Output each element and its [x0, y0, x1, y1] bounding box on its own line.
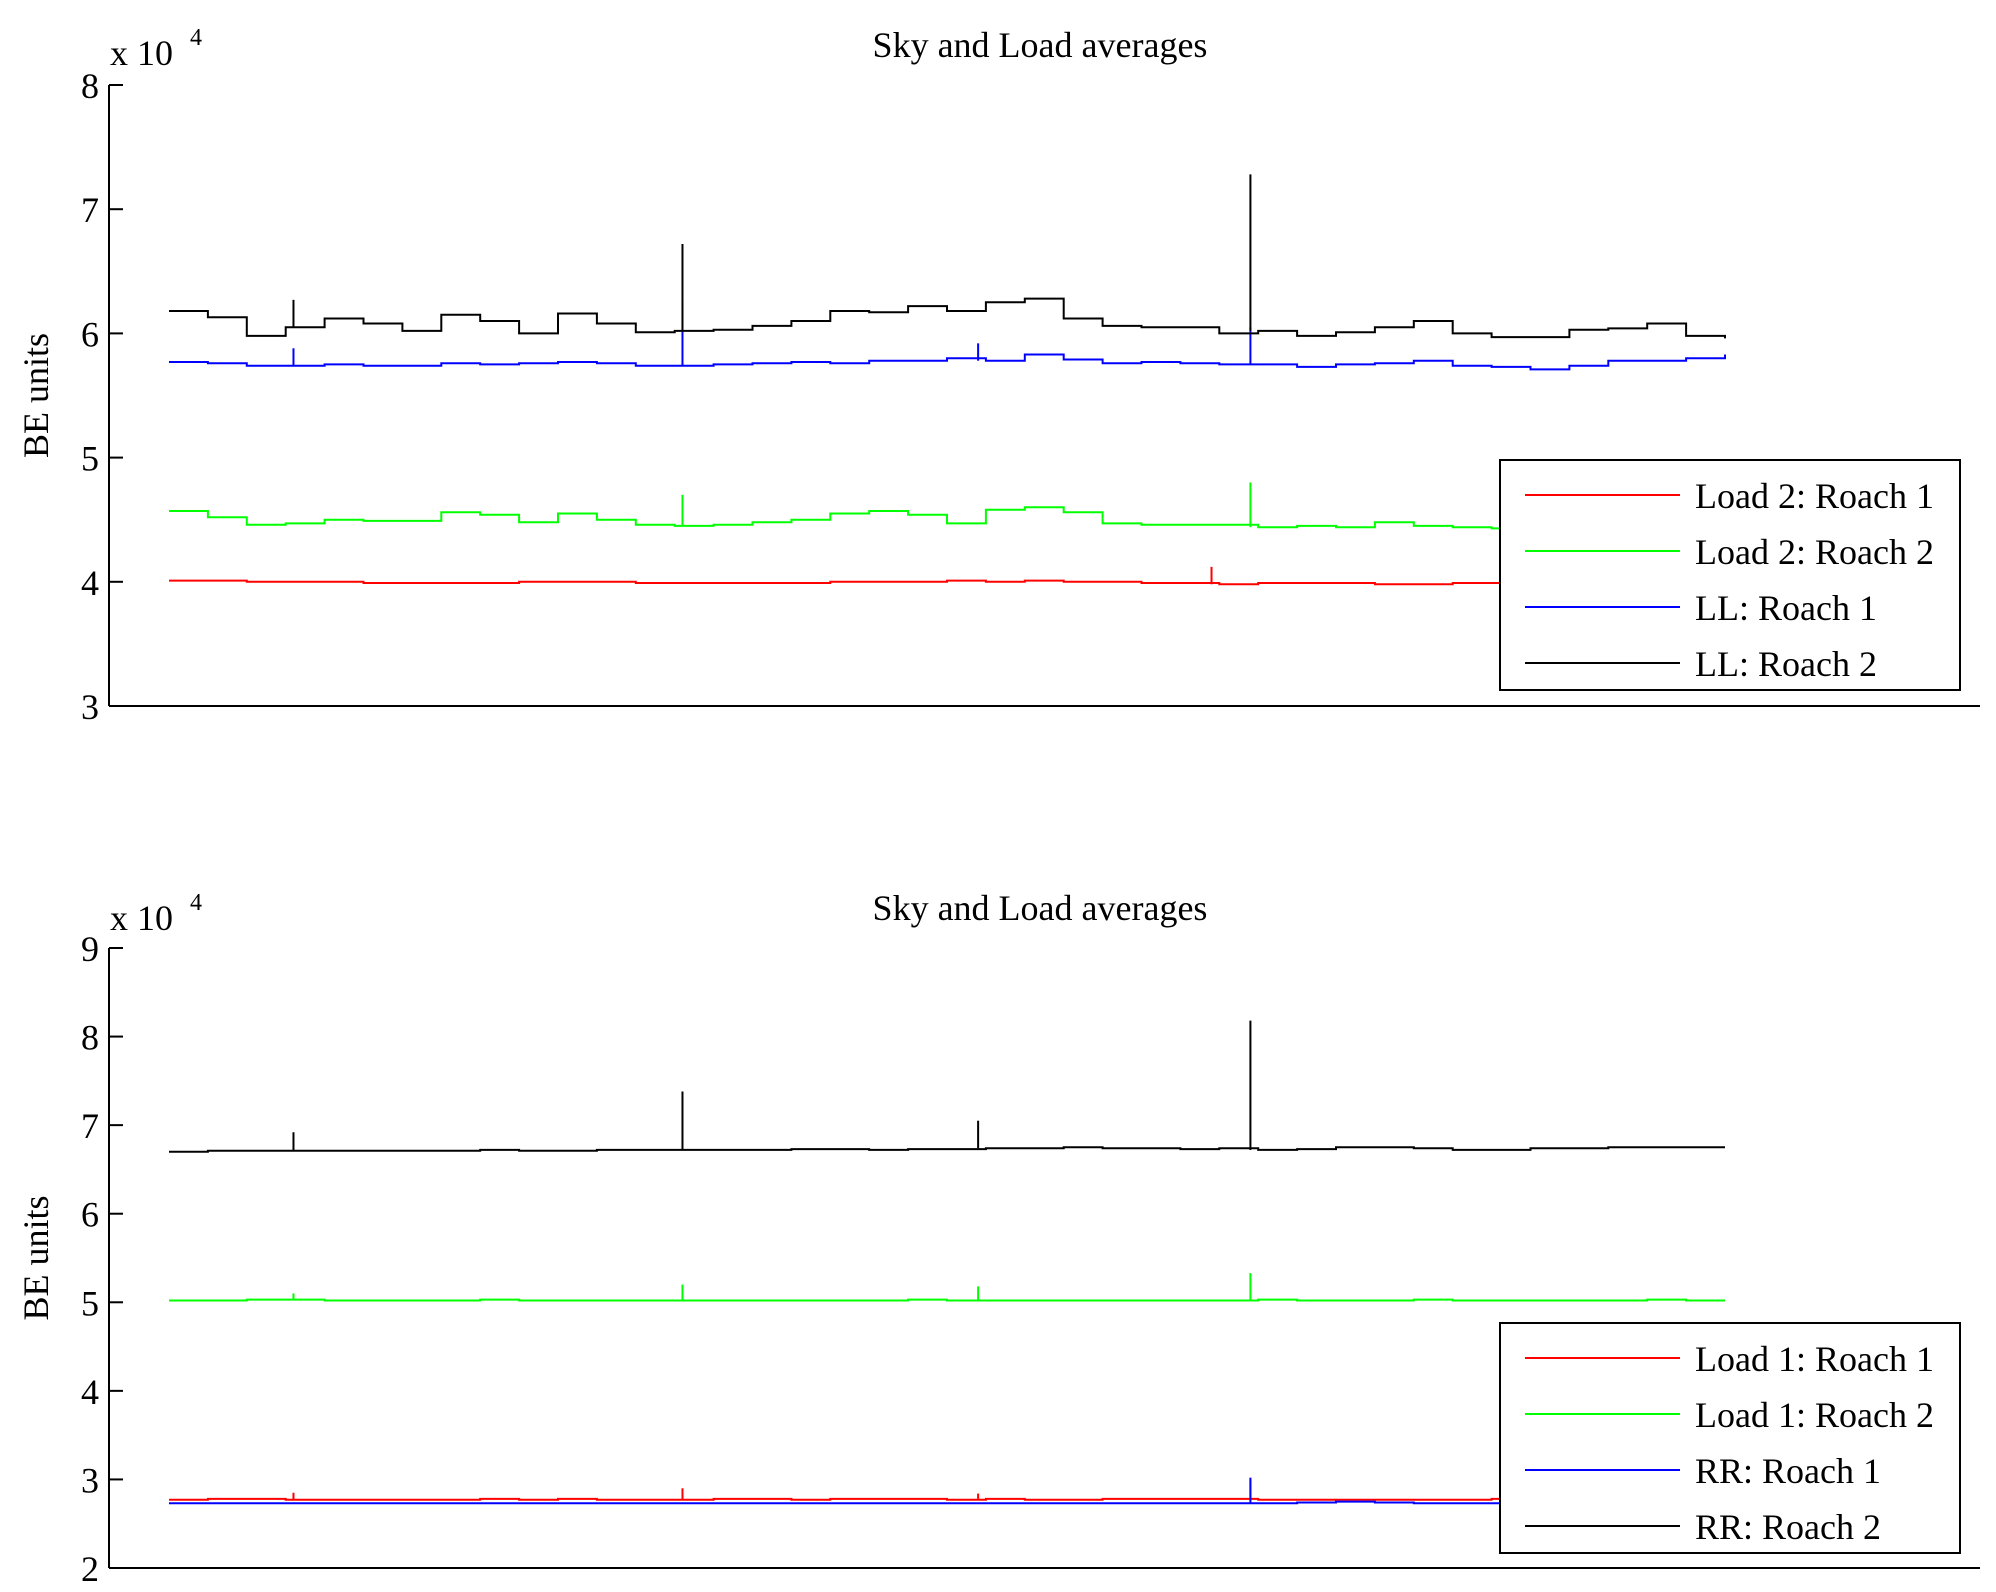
- y-tick-label: 5: [81, 1283, 99, 1323]
- legend-label: LL: Roach 2: [1695, 644, 1877, 684]
- legend-label: LL: Roach 1: [1695, 588, 1877, 628]
- y-tick-label: 7: [81, 190, 99, 230]
- y-tick-label: 2: [81, 1549, 99, 1589]
- legend-box: [1499, 1322, 1961, 1554]
- legend-box: [1499, 459, 1961, 691]
- exponent-superscript: 4: [190, 890, 202, 916]
- legend: Load 2: Roach 1 Load 2: Roach 2 LL: Roach …: [1499, 459, 1961, 691]
- series-line-1: [169, 1497, 1725, 1501]
- chart-title: Sky and Load averages: [873, 888, 1208, 928]
- legend-label: RR: Roach 1: [1695, 1451, 1881, 1491]
- legend-label: RR: Roach 2: [1695, 1507, 1881, 1547]
- y-axis-label: BE units: [16, 333, 56, 458]
- y-tick-label: 7: [81, 1106, 99, 1146]
- series-line-1: [169, 579, 1726, 586]
- series-line-2: [169, 1298, 1725, 1302]
- series-line-3: [169, 353, 1726, 371]
- exponent-label: x 10: [110, 898, 173, 938]
- chart-panel-2: 2 3 4 5 6 7 8 9 Sky and Load averages x 10 4 BE uni…: [16, 888, 1980, 1589]
- series-line-4: [169, 297, 1726, 339]
- y-tick-label: 8: [81, 1018, 99, 1058]
- y-tick-label: 6: [81, 1195, 99, 1235]
- series-line-3: [169, 1500, 1725, 1505]
- y-tick-label: 5: [81, 439, 99, 479]
- exponent-superscript: 4: [190, 25, 202, 51]
- y-tick-label: 8: [81, 66, 99, 106]
- legend-label: Load 2: Roach 1: [1695, 476, 1934, 516]
- exponent-label: x 10: [110, 33, 173, 73]
- legend-label: Load 1: Roach 1: [1695, 1339, 1934, 1379]
- y-tick-label: 6: [81, 314, 99, 354]
- y-axis-label: BE units: [16, 1195, 56, 1320]
- y-tick-label: 4: [81, 1372, 99, 1412]
- y-tick-label: 9: [81, 929, 99, 969]
- y-tick-label: 3: [81, 687, 99, 727]
- series-line-4: [169, 1146, 1725, 1153]
- chart-panel-1: 3 4 5 6 7 8 Sky and Load averages x 10 4 BE units…: [16, 25, 1980, 727]
- series-line-2: [169, 506, 1725, 531]
- legend-label: Load 2: Roach 2: [1695, 532, 1934, 572]
- chart-title: Sky and Load averages: [873, 25, 1208, 65]
- legend: Load 1: Roach 1 Load 1: Roach 2 RR: Roach …: [1499, 1322, 1961, 1554]
- legend-label: Load 1: Roach 2: [1695, 1395, 1934, 1435]
- y-tick-label: 4: [81, 563, 99, 603]
- y-tick-label: 3: [81, 1460, 99, 1500]
